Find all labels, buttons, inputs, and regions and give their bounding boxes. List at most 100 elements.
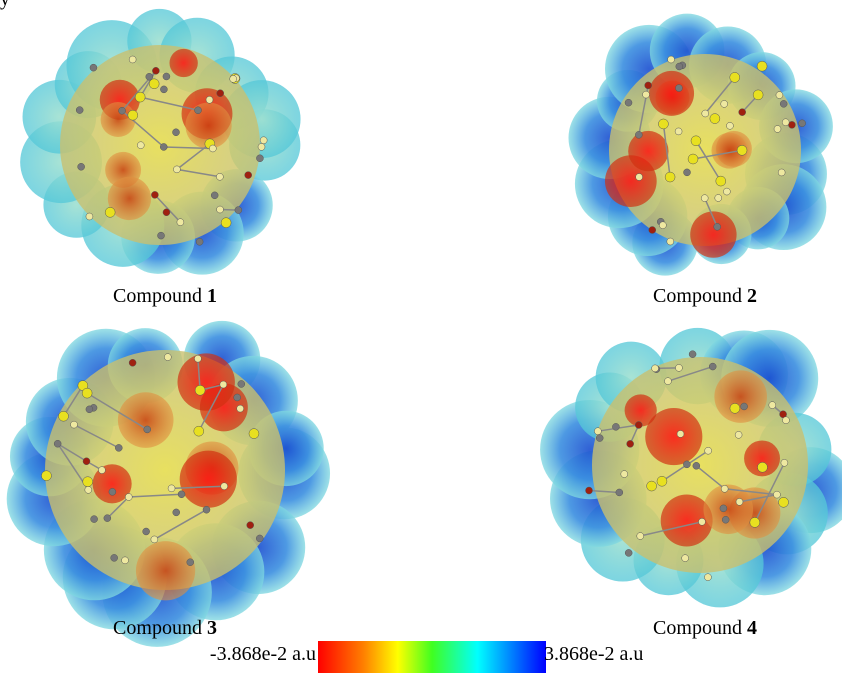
atom xyxy=(702,110,709,117)
atom xyxy=(659,222,666,229)
atom xyxy=(757,61,767,71)
molecule-surfaces xyxy=(7,9,842,647)
atom xyxy=(237,405,244,412)
atom xyxy=(206,96,213,103)
atom xyxy=(173,166,180,173)
atom xyxy=(144,426,151,433)
atom xyxy=(220,381,227,388)
atom xyxy=(258,143,265,150)
atom xyxy=(675,364,682,371)
atom xyxy=(716,176,726,186)
atom xyxy=(621,471,628,478)
atom xyxy=(781,459,788,466)
atom xyxy=(128,110,138,120)
atom xyxy=(217,206,224,213)
atom xyxy=(635,421,642,428)
atom xyxy=(649,227,656,234)
atom xyxy=(195,385,205,395)
atom xyxy=(247,522,254,529)
atom xyxy=(98,467,105,474)
atom xyxy=(658,119,668,129)
atom xyxy=(115,444,122,451)
atom xyxy=(151,536,158,543)
atom xyxy=(721,100,728,107)
atom xyxy=(709,363,716,370)
atom xyxy=(86,406,93,413)
atom xyxy=(177,219,184,226)
atom xyxy=(235,207,242,214)
atom xyxy=(203,506,210,513)
atom xyxy=(769,402,776,409)
atom xyxy=(698,518,705,525)
atom xyxy=(76,107,83,114)
atom xyxy=(675,128,682,135)
atom xyxy=(164,354,171,361)
atom xyxy=(710,114,720,124)
atom xyxy=(109,488,116,495)
atom xyxy=(125,493,132,500)
atom xyxy=(682,555,689,562)
caption: Compound 2 xyxy=(653,285,757,308)
surface-patch xyxy=(714,370,767,423)
atom xyxy=(149,79,159,89)
figure: y Compound 1 Compound 2 Compound 3 Compo… xyxy=(0,0,842,675)
atom xyxy=(636,174,643,181)
atom xyxy=(701,195,708,202)
atom xyxy=(637,533,644,540)
atom xyxy=(104,515,111,522)
atom xyxy=(704,574,711,581)
atom xyxy=(194,426,204,436)
atom xyxy=(691,136,701,146)
atom xyxy=(689,351,696,358)
atom xyxy=(160,143,167,150)
atom xyxy=(221,218,231,228)
surface-patch xyxy=(136,541,195,600)
surface-patch xyxy=(649,71,694,116)
atom xyxy=(85,486,92,493)
atom xyxy=(129,56,136,63)
atom xyxy=(675,85,682,92)
atom xyxy=(664,378,671,385)
atom xyxy=(211,192,218,199)
atom xyxy=(234,394,241,401)
atom xyxy=(645,82,652,89)
caption: Compound 4 xyxy=(653,617,757,640)
atom xyxy=(168,485,175,492)
atom xyxy=(83,477,93,487)
atom xyxy=(721,485,728,492)
atom xyxy=(173,129,180,136)
atom xyxy=(773,491,780,498)
atom xyxy=(151,191,158,198)
atom xyxy=(741,403,748,410)
atom xyxy=(726,122,733,129)
atom xyxy=(245,172,252,179)
atom xyxy=(194,355,201,362)
atom xyxy=(665,172,675,182)
surface-patch xyxy=(625,394,657,426)
atom xyxy=(612,423,619,430)
atom xyxy=(58,411,68,421)
atom xyxy=(129,359,136,366)
atom xyxy=(782,417,789,424)
atom xyxy=(586,487,593,494)
atom xyxy=(693,462,700,469)
atom xyxy=(753,90,763,100)
atom xyxy=(217,90,224,97)
atom xyxy=(249,429,259,439)
atom xyxy=(163,73,170,80)
surface-patch xyxy=(703,484,753,534)
atom xyxy=(722,516,729,523)
atom xyxy=(677,430,684,437)
atom xyxy=(91,516,98,523)
atom xyxy=(137,142,144,149)
atom xyxy=(714,223,721,230)
atom xyxy=(688,154,698,164)
atom xyxy=(160,86,167,93)
atom xyxy=(173,509,180,516)
atom xyxy=(635,131,642,138)
atom xyxy=(720,505,727,512)
surface-patch xyxy=(169,49,197,77)
atom xyxy=(667,238,674,245)
atom xyxy=(90,64,97,71)
atom xyxy=(778,169,785,176)
